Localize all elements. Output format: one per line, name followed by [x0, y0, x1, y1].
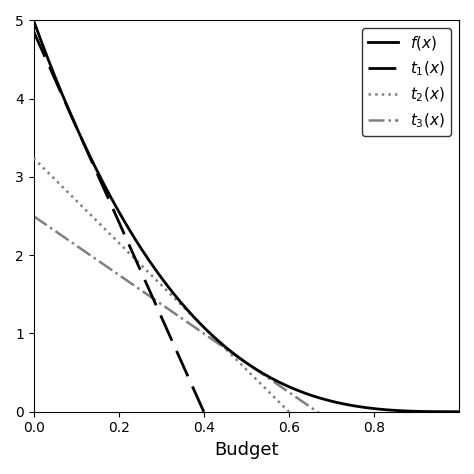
X-axis label: Budget: Budget — [214, 441, 279, 459]
Legend: $f(x)$, $t_1(x)$, $t_2(x)$, $t_3(x)$: $f(x)$, $t_1(x)$, $t_2(x)$, $t_3(x)$ — [362, 28, 451, 137]
